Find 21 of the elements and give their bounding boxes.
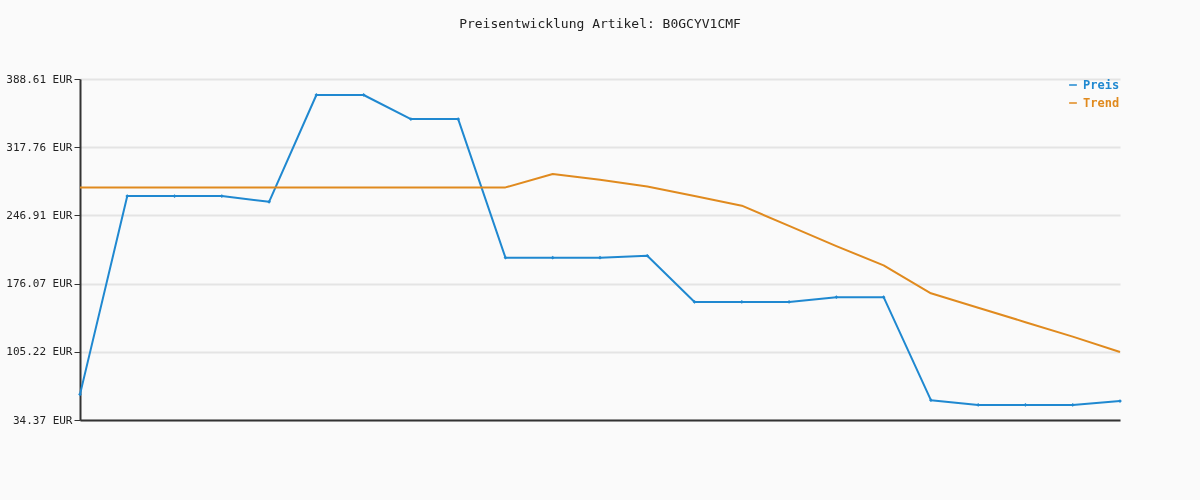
point (598, 255, 602, 260)
point (456, 117, 461, 121)
legend-label: Preis (1083, 78, 1120, 92)
point (881, 295, 886, 300)
line-series (79, 172, 1121, 354)
point (78, 392, 82, 397)
line-series (78, 93, 1122, 407)
chart-title: Preisentwicklung Artikel: B0GCYV1CMF (459, 16, 742, 31)
y-tick-label: 34.37 EUR (12, 413, 73, 427)
y-tick-label: 246.91 EUR (6, 208, 73, 222)
y-tick-label: 105.22 EUR (6, 345, 73, 359)
point (834, 295, 839, 300)
point (314, 93, 319, 97)
point (361, 93, 366, 97)
point (692, 300, 697, 304)
point (172, 194, 177, 198)
y-tick-label: 317.76 EUR (6, 140, 73, 154)
point (1023, 403, 1028, 407)
y-tick-label: 388.61 EUR (6, 72, 73, 86)
legend-label: Trend (1083, 96, 1120, 110)
y-tick-label: 176.07 EUR (6, 277, 73, 291)
